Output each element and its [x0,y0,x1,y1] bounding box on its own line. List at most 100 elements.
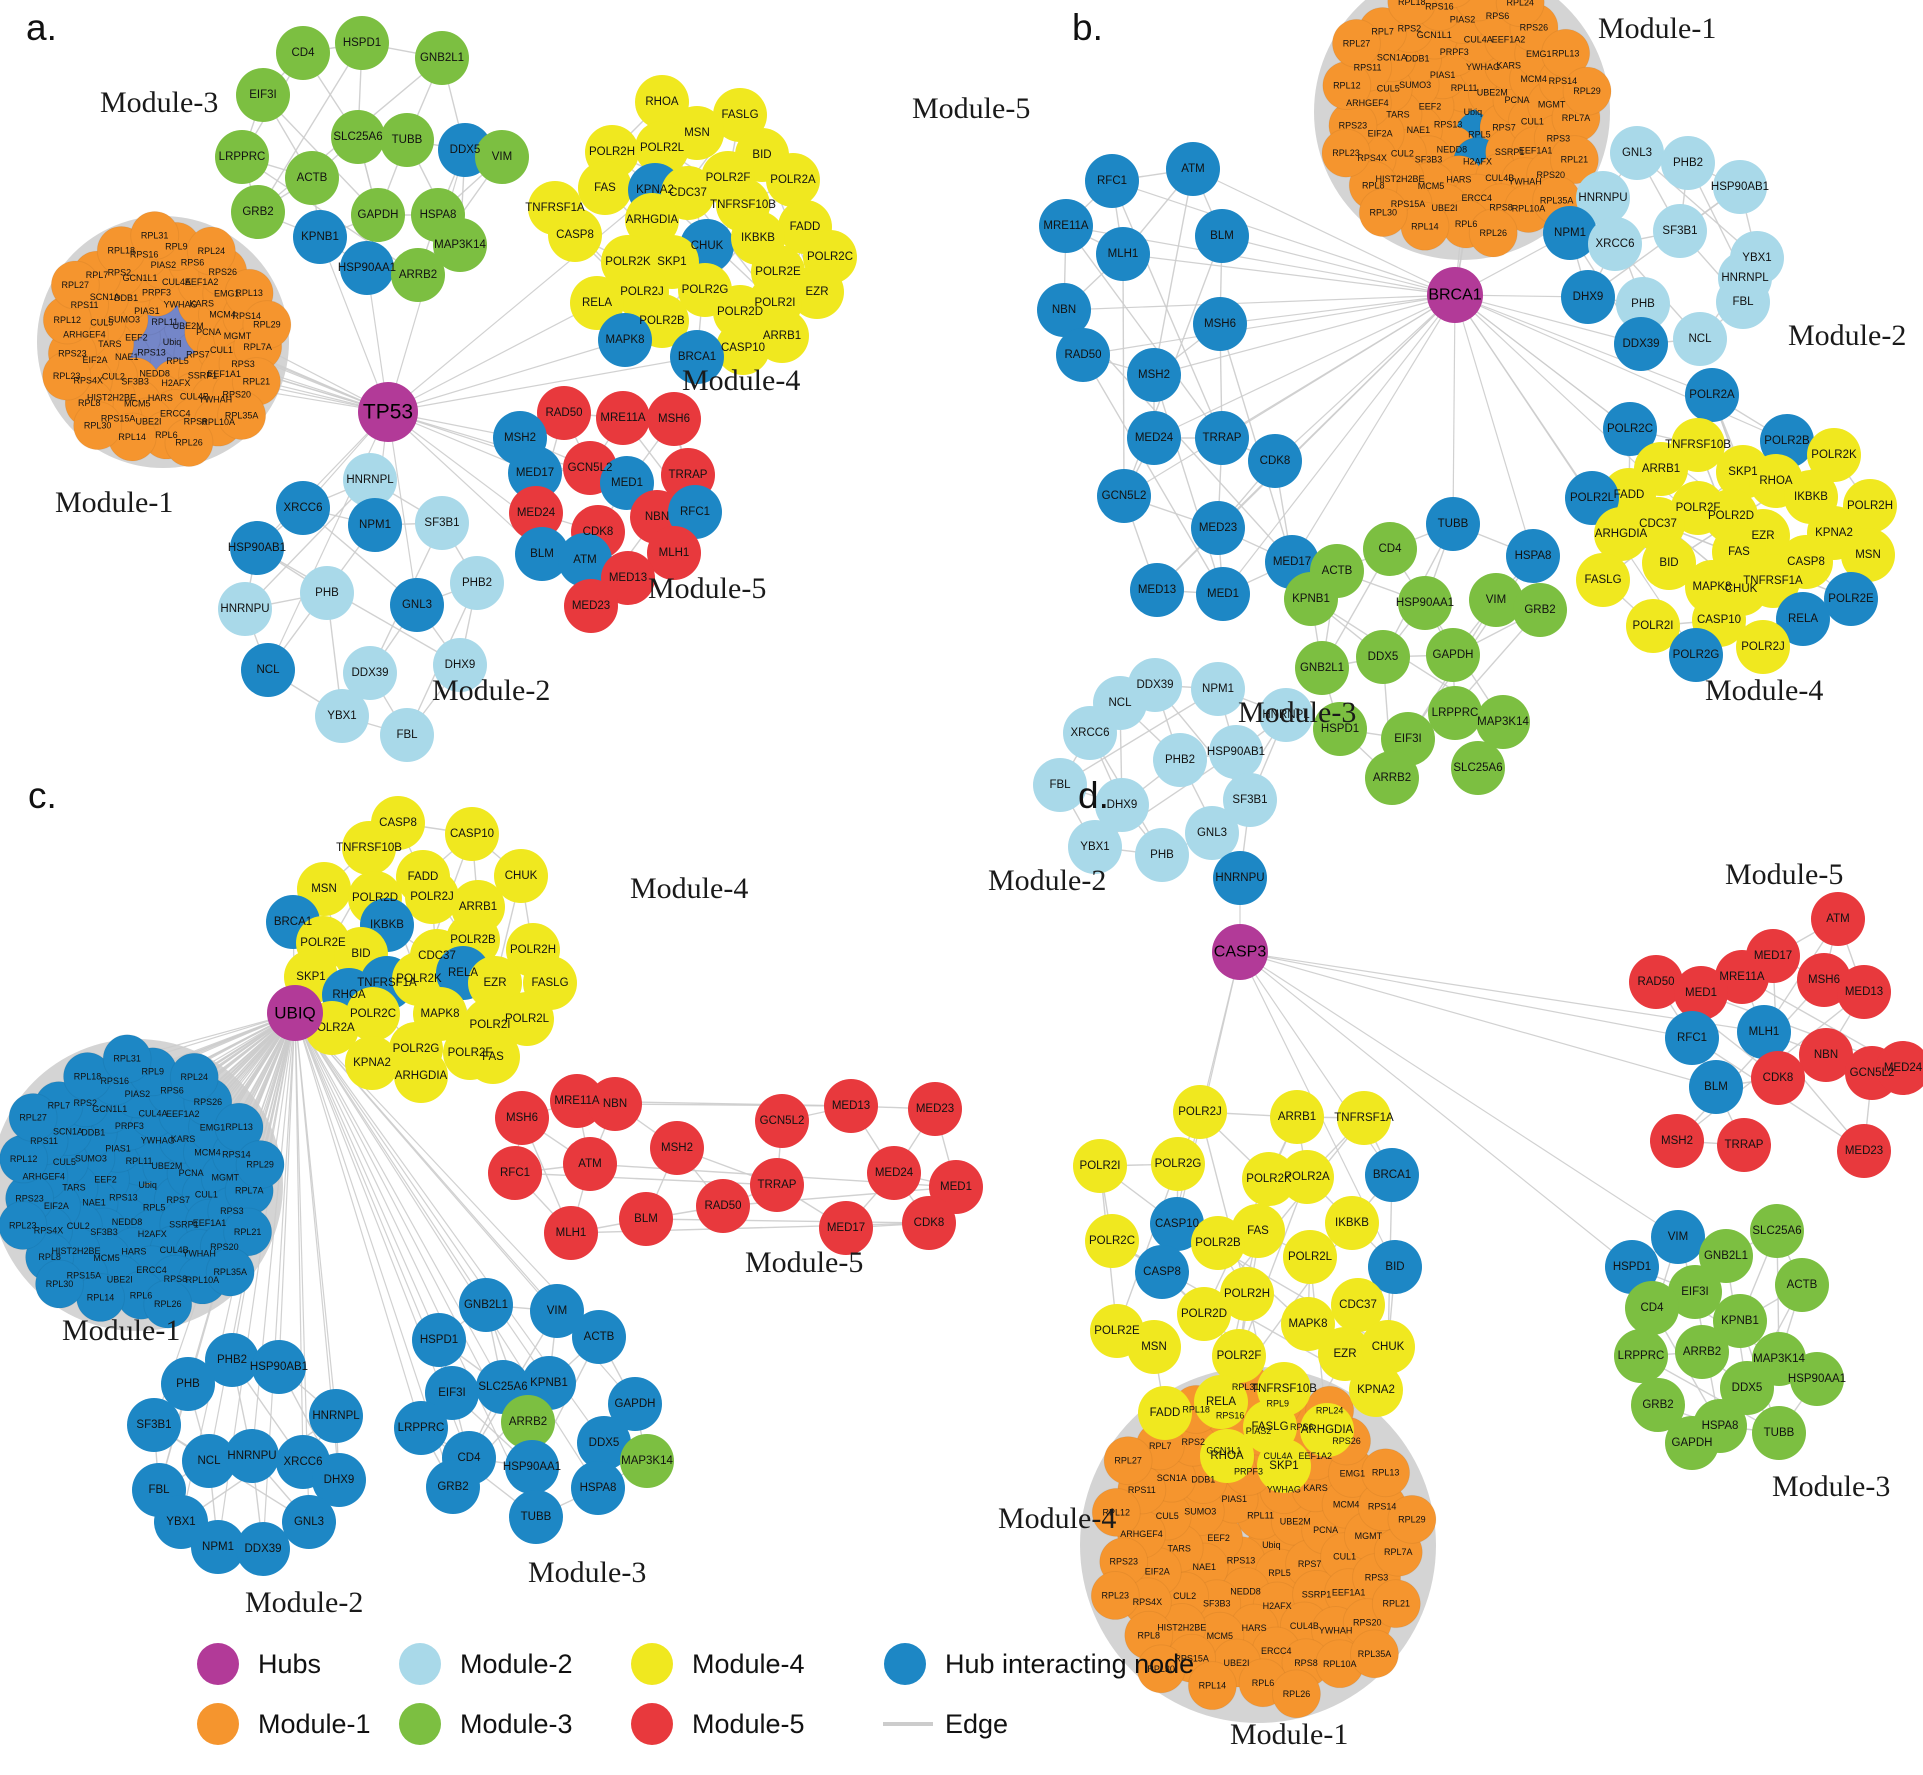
node-MED13 [1130,563,1184,617]
edge [1082,354,1224,595]
node-label: RPL23 [1101,1591,1129,1601]
node-label: RPL18 [74,1071,102,1081]
node-RELA [1194,1375,1248,1429]
node-label: TNFRSF10B [1251,1383,1317,1395]
node-label: EIF2A [1145,1567,1170,1577]
node-GAPDH [351,188,405,242]
node-label: POLR2L [1288,1251,1333,1263]
node-label: RPS11 [1354,62,1382,72]
node-label: Ubiq [1262,1540,1281,1550]
node-label: MAPK8 [1289,1318,1328,1330]
node-label: PIAS2 [1450,14,1476,24]
node-label: RHOA [1759,475,1793,487]
node-label: MLH1 [1108,248,1139,260]
node-label: RPL9 [1266,1398,1289,1408]
node-label: POLR2K [396,973,442,985]
node-label: POLR2H [1224,1288,1270,1300]
node-label: ARHGEF4 [63,330,106,340]
node-label: PHB [315,587,339,599]
node-label: FASLG [1584,574,1621,586]
edge [1116,1163,1179,1332]
node-label: RPS2 [1398,23,1422,33]
node-NPM1 [348,498,402,552]
node-label: RPS26 [209,267,238,277]
node-label: RPS4X [1357,153,1387,163]
node-label: EEF2 [94,1174,117,1184]
node-label: MAPK8 [1693,581,1732,593]
node-BLM [619,1192,673,1246]
node-label: EEF1A1 [207,369,241,379]
node-RPL13 [1361,1448,1411,1498]
node-NPM1 [1543,206,1597,260]
node-label: POLR2K [1811,449,1857,461]
node-label: GCN1L1 [1417,30,1452,40]
node-label: POLR2C [1607,423,1653,435]
node-label: DDB1 [114,293,138,303]
edge [1059,688,1219,786]
node-label: ATM [1826,913,1849,925]
node-TNFRSF1A [1337,1091,1391,1145]
node-label: RPL11 [1451,83,1478,93]
node-label: POLR2J [620,286,663,298]
node-RPL27 [1331,18,1381,68]
node-label: GCN5L2 [568,462,613,474]
node-label: CUL5 [1156,1511,1179,1521]
node-label: KARS [1303,1483,1328,1493]
node-label: FAS [1247,1225,1269,1237]
node-label: TARS [1386,110,1409,120]
node-label: TRRAP [1725,1139,1764,1151]
node-label: GNB2L1 [420,52,464,64]
node-RPL24 [169,1052,219,1102]
hub-edge [1123,294,1456,497]
node-label: XRCC6 [284,1456,323,1468]
node-label: RPL24 [1316,1405,1344,1415]
node-label: MSH2 [1138,369,1170,381]
node-label: CASP8 [1143,1266,1181,1278]
node-ARRB2 [501,1395,555,1449]
node-label: YWHAH [182,1248,216,1258]
node-label: UBE2M [151,1161,182,1171]
node-label: RPL21 [243,377,271,387]
node-MED24 [509,486,563,540]
node-label: RPS2 [108,268,132,278]
node-RPL14 [1187,1661,1237,1711]
node-label: DDX39 [351,667,388,679]
node-label: RPL8 [78,398,101,408]
node-label: RPL9 [142,1067,165,1077]
node-label: BRCA1 [678,351,716,363]
node-label: RPS16 [100,1076,129,1086]
node-MED1 [1196,567,1250,621]
node-label: POLR2J [1178,1106,1221,1118]
node-label: RPS4X [74,375,104,385]
node-label: GAPDH [615,1398,656,1410]
node-label: ARHGDIA [395,1070,448,1082]
node-RAD50 [1629,955,1683,1009]
node-label: TRRAP [758,1179,797,1191]
node-GNB2L1 [1699,1229,1753,1283]
node-label: RPL6 [1455,219,1478,229]
node-DDX39 [236,1522,290,1576]
node-label: MRE11A [600,412,645,424]
node-label: HARS [121,1247,146,1257]
node-label: IKBKB [1794,491,1828,503]
node-label: GRB2 [1524,604,1555,616]
node-label: HNRNPL [1721,272,1769,284]
node-label: DDX5 [1732,1382,1763,1394]
node-label: RPL7 [48,1101,71,1111]
node-POLR2A [766,153,820,207]
node-label: DDB1 [1191,1474,1215,1484]
node-label: SSRP1 [169,1219,199,1229]
labels-layer: UbiqRPS13RPL11RPL5EEF2UBE2MNEDD8PIAS1RPS… [9,0,1923,1699]
node-label: FBL [396,729,418,741]
node-POLR2I [1073,1139,1127,1193]
node-label: POLR2F [1676,502,1721,514]
node-RHOA [1200,1429,1254,1483]
module-title: Module-1 [55,486,173,519]
edge [257,42,363,213]
node-label: VIM [1486,594,1506,606]
node-label: RPL8 [1137,1630,1160,1640]
node-label: POLR2B [450,934,496,946]
node-label: RPS8 [164,1274,188,1284]
node-label: HNRNPU [1215,872,1264,884]
